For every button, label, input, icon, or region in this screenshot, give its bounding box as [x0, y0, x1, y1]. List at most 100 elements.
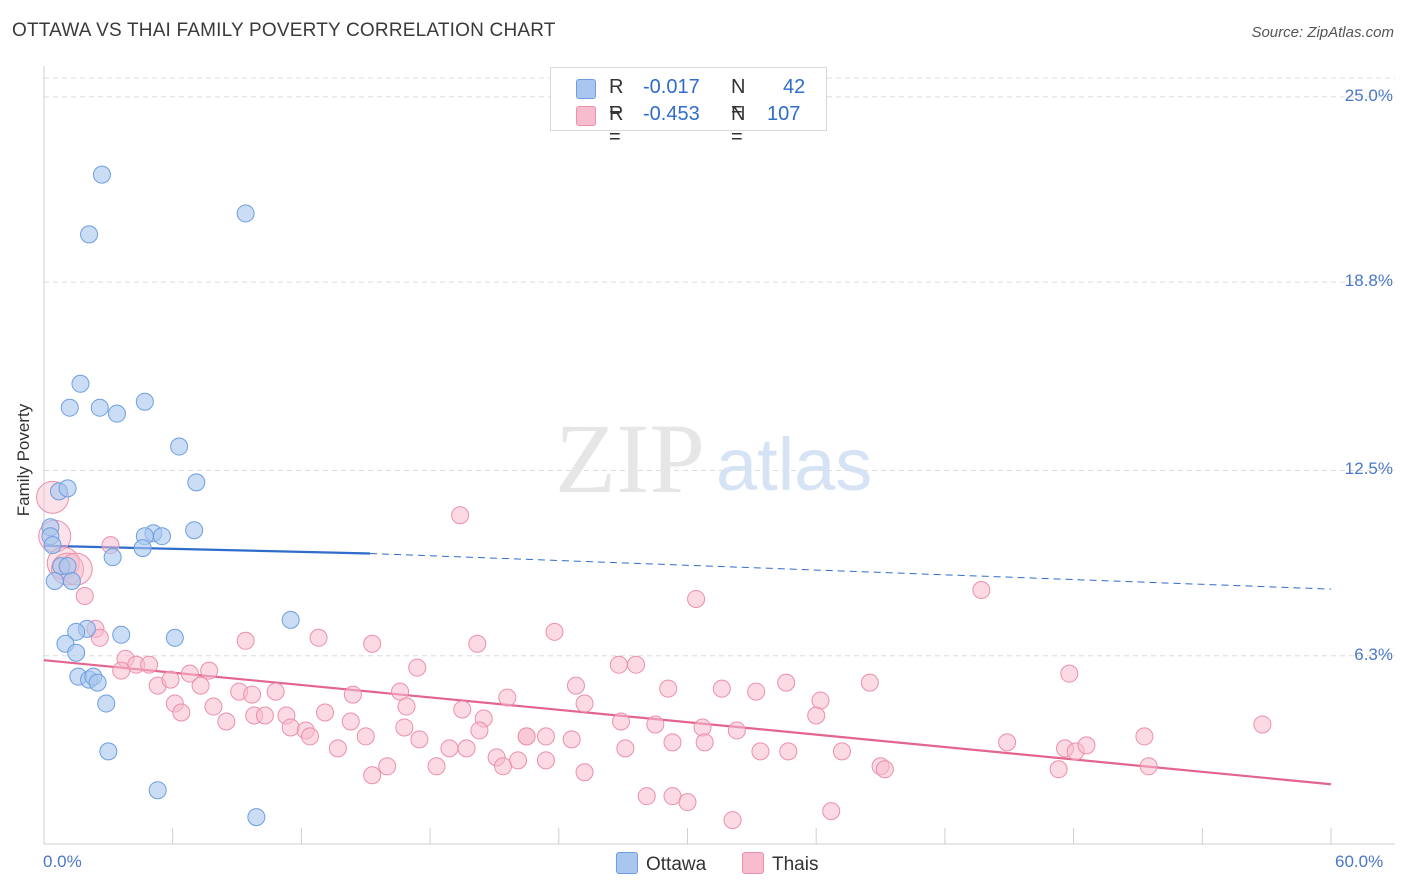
- legend-n-value: 42: [783, 76, 806, 98]
- axes: [43, 66, 1395, 845]
- ottawa-point: [187, 473, 206, 492]
- thais-point: [191, 676, 210, 695]
- thais-point: [566, 676, 585, 695]
- thais-legend-swatch: [742, 852, 764, 874]
- thais-point: [397, 697, 416, 716]
- thais-point: [575, 763, 594, 782]
- y-tick-label: 25.0%: [1344, 85, 1393, 105]
- thais-swatch: [576, 106, 596, 126]
- thais-point: [875, 760, 894, 779]
- thais-point: [536, 751, 555, 770]
- thais-point: [410, 730, 429, 749]
- ottawa-point: [99, 742, 118, 761]
- thais-point: [517, 727, 536, 746]
- thais-point: [637, 787, 656, 806]
- ottawa-trend-line: [43, 544, 371, 555]
- ottawa-point: [185, 521, 204, 540]
- y-axis-label: Family Poverty: [14, 403, 33, 517]
- thais-point: [468, 634, 487, 653]
- thais-point: [811, 691, 830, 710]
- thais-point: [470, 721, 489, 740]
- legend-r-label: R =: [609, 76, 624, 121]
- thais-point: [575, 694, 594, 713]
- x-tick-label-max: 60.0%: [1335, 852, 1384, 871]
- thais-point: [451, 506, 470, 525]
- thais-point: [363, 766, 382, 785]
- thais-point: [363, 634, 382, 653]
- thais-point: [378, 757, 397, 776]
- ottawa-swatch: [576, 79, 596, 99]
- thais-point: [627, 655, 646, 674]
- thais-point: [1077, 736, 1096, 755]
- watermark-atlas: atlas: [716, 423, 872, 506]
- thais-point: [300, 727, 319, 746]
- thais-point: [457, 739, 476, 758]
- thais-point: [663, 733, 682, 752]
- thais-point: [659, 679, 678, 698]
- ottawa-point: [80, 225, 99, 244]
- bottom-legend-ottawa: Ottawa: [616, 852, 706, 876]
- y-tick-label: 18.8%: [1344, 271, 1393, 291]
- thais-point: [751, 742, 770, 761]
- thais-point: [723, 811, 742, 830]
- ottawa-point: [107, 404, 126, 423]
- ottawa-point: [236, 204, 255, 223]
- ottawa-point: [58, 479, 77, 498]
- thais-point: [90, 628, 109, 647]
- ottawa-point: [43, 536, 62, 555]
- thais-trend-line: [43, 659, 1332, 786]
- ottawa-point: [170, 437, 189, 456]
- thais-point: [315, 703, 334, 722]
- thais-point: [860, 673, 879, 692]
- thais-point: [140, 655, 159, 674]
- thais-point: [243, 685, 262, 704]
- thais-point: [695, 733, 714, 752]
- legend-r-label: R =: [609, 103, 624, 148]
- thais-point: [427, 757, 446, 776]
- ottawa-point: [67, 643, 86, 662]
- thais-point: [75, 586, 94, 605]
- ottawa-point: [133, 539, 152, 558]
- ottawa-point: [90, 398, 109, 417]
- thais-point: [832, 742, 851, 761]
- thais-point: [440, 739, 459, 758]
- thais-point: [822, 802, 841, 821]
- thais-point: [408, 658, 427, 677]
- ottawa-point: [165, 628, 184, 647]
- thais-point: [687, 589, 706, 608]
- ottawa-point: [92, 165, 111, 184]
- ottawa-point: [103, 548, 122, 567]
- thais-point: [391, 682, 410, 701]
- data-points: [36, 165, 1272, 830]
- thais-point: [1253, 715, 1272, 734]
- thais-point: [536, 727, 555, 746]
- ottawa-legend-label: Ottawa: [646, 854, 707, 875]
- thais-point: [1060, 664, 1079, 683]
- thais-point: [255, 706, 274, 725]
- thais-point: [309, 628, 328, 647]
- bottom-legend-thais: Thais: [742, 852, 818, 876]
- ottawa-point: [58, 557, 77, 576]
- thais-point: [281, 718, 300, 737]
- ottawa-point: [71, 374, 90, 393]
- thais-point: [341, 712, 360, 731]
- thais-point: [453, 700, 472, 719]
- thais-point: [616, 739, 635, 758]
- thais-point: [807, 706, 826, 725]
- source-credit: Source: ZipAtlas.com: [1251, 24, 1394, 41]
- ottawa-point: [148, 781, 167, 800]
- thais-point: [200, 661, 219, 680]
- legend-n-label: N =: [731, 76, 746, 121]
- legend-n-value: 107: [767, 103, 801, 125]
- thais-point: [663, 787, 682, 806]
- thais-point: [727, 721, 746, 740]
- thais-point: [498, 688, 517, 707]
- thais-point: [646, 715, 665, 734]
- thais-point: [494, 757, 513, 776]
- chart-title: OTTAWA VS THAI FAMILY POVERTY CORRELATIO…: [12, 20, 556, 41]
- ottawa-trend-line-extension: [370, 553, 1332, 590]
- thais-point: [112, 661, 131, 680]
- thais-point: [328, 739, 347, 758]
- ottawa-point: [88, 673, 107, 692]
